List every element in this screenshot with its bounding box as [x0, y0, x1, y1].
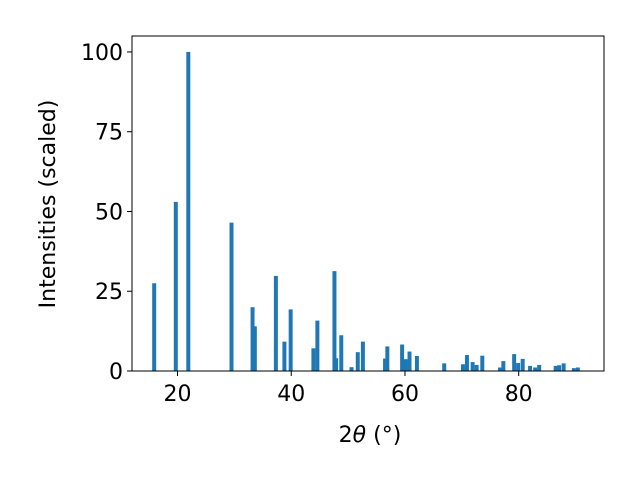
bar	[360, 341, 365, 371]
bar	[501, 361, 506, 371]
bar	[400, 344, 405, 371]
bar	[571, 368, 576, 371]
bar	[520, 358, 525, 371]
plot-frame	[131, 35, 605, 372]
bar	[288, 309, 293, 371]
bar	[349, 367, 354, 371]
bar	[480, 355, 485, 371]
bar	[152, 283, 157, 371]
y-axis-ticks: 0 25 50 75 100	[81, 41, 132, 385]
y-tick-label: 0	[109, 360, 123, 385]
bar	[282, 341, 287, 371]
bar	[533, 367, 538, 371]
y-tick-label: 75	[95, 121, 123, 146]
x-axis-label: 2θ (°)	[339, 423, 402, 448]
bar	[332, 271, 337, 371]
bar	[561, 363, 566, 371]
x-tick-label: 40	[277, 382, 305, 407]
bar	[474, 364, 479, 371]
y-axis-label: Intensities (scaled)	[36, 100, 61, 309]
bar	[229, 222, 234, 371]
bar	[186, 51, 191, 371]
bar	[334, 358, 339, 371]
x-axis-ticks: 20 40 60 80	[163, 371, 533, 407]
bar	[470, 362, 475, 371]
x-tick-label: 80	[505, 382, 533, 407]
bar	[355, 352, 360, 371]
y-tick-label: 50	[95, 200, 123, 225]
bar	[315, 320, 320, 371]
bar	[252, 326, 257, 371]
bar	[273, 275, 278, 371]
bar	[414, 356, 419, 371]
bar	[553, 365, 558, 371]
bar	[464, 355, 469, 371]
bar	[516, 363, 521, 371]
y-tick-label: 100	[81, 41, 123, 66]
bar	[250, 307, 255, 371]
bar	[407, 351, 412, 371]
bar	[512, 354, 517, 371]
bar	[339, 335, 344, 371]
x-tick-label: 60	[391, 382, 419, 407]
bar	[497, 367, 502, 371]
bar	[311, 348, 316, 371]
bar	[442, 363, 447, 371]
x-tick-label: 20	[163, 382, 191, 407]
bar	[528, 365, 533, 371]
bar	[383, 358, 388, 371]
y-tick-label: 25	[95, 280, 123, 305]
bar	[460, 364, 465, 371]
bar	[575, 367, 580, 371]
bar	[537, 364, 542, 371]
bar	[385, 346, 390, 371]
bar-series	[152, 51, 580, 371]
bar	[557, 365, 562, 371]
bar	[173, 201, 178, 371]
bar	[403, 359, 408, 371]
